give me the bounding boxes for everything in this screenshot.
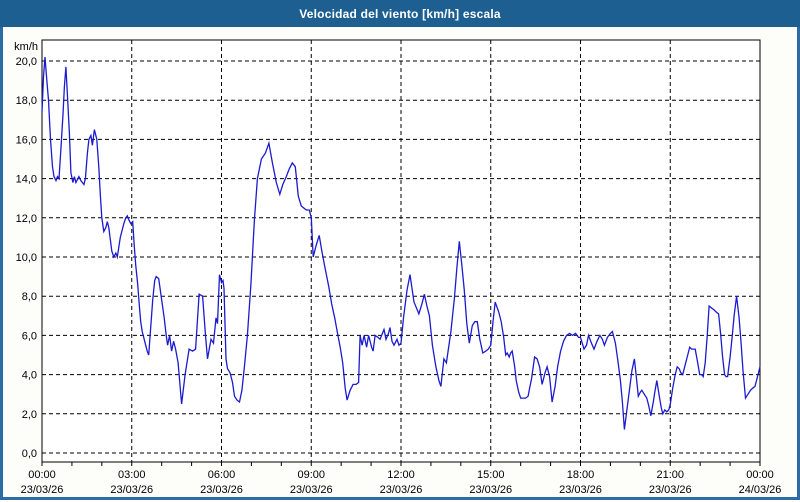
y-tick-label: 20,0 bbox=[16, 56, 37, 68]
x-tick-date-label: 23/03/26 bbox=[21, 484, 64, 496]
page-title: Velocidad del viento [km/h] escala bbox=[299, 6, 501, 21]
y-tick-label: 18,0 bbox=[16, 95, 37, 107]
x-tick-date-label: 23/03/26 bbox=[200, 484, 243, 496]
x-tick-time-label: 12:00 bbox=[387, 469, 415, 481]
x-tick-time-label: 18:00 bbox=[567, 469, 595, 481]
y-tick-label: 12,0 bbox=[16, 213, 37, 225]
y-tick-label: 14,0 bbox=[16, 174, 37, 186]
x-tick-date-label: 24/03/26 bbox=[739, 484, 782, 496]
plot-frame bbox=[41, 39, 761, 463]
y-tick-label: 16,0 bbox=[16, 134, 37, 146]
y-tick-label: 8,0 bbox=[22, 291, 37, 303]
x-tick-time-label: 03:00 bbox=[118, 469, 146, 481]
y-tick-label: 4,0 bbox=[22, 370, 37, 382]
y-tick-label: 6,0 bbox=[22, 330, 37, 342]
x-tick-date-label: 23/03/26 bbox=[380, 484, 423, 496]
x-tick-time-label: 09:00 bbox=[297, 469, 325, 481]
x-tick-time-label: 00:00 bbox=[746, 469, 774, 481]
wind-speed-line bbox=[41, 57, 761, 430]
title-bar: Velocidad del viento [km/h] escala bbox=[0, 0, 800, 27]
x-tick-date-label: 23/03/26 bbox=[649, 484, 692, 496]
wind-speed-chart: 0,0 2,0 4,0 6,0 8,0 10,0 12,0 14,0 16,0 18,0 20,0 0… bbox=[14, 39, 782, 496]
y-axis-unit-label: km/h bbox=[14, 41, 38, 53]
x-tick-date-label: 23/03/26 bbox=[110, 484, 153, 496]
x-tick-date-label: 23/03/26 bbox=[290, 484, 333, 496]
x-tick-time-label: 00:00 bbox=[28, 469, 56, 481]
x-tick-time-label: 15:00 bbox=[477, 469, 505, 481]
x-tick-time-label: 06:00 bbox=[208, 469, 236, 481]
x-tick-date-label: 23/03/26 bbox=[469, 484, 512, 496]
x-tick-date-label: 23/03/26 bbox=[559, 484, 602, 496]
y-tick-label: 10,0 bbox=[16, 252, 37, 264]
x-tick-time-label: 21:00 bbox=[656, 469, 684, 481]
chart-panel: 0,0 2,0 4,0 6,0 8,0 10,0 12,0 14,0 16,0 18,0 20,0 0… bbox=[3, 27, 797, 497]
y-tick-label: 2,0 bbox=[22, 409, 37, 421]
y-tick-label: 0,0 bbox=[22, 448, 37, 460]
